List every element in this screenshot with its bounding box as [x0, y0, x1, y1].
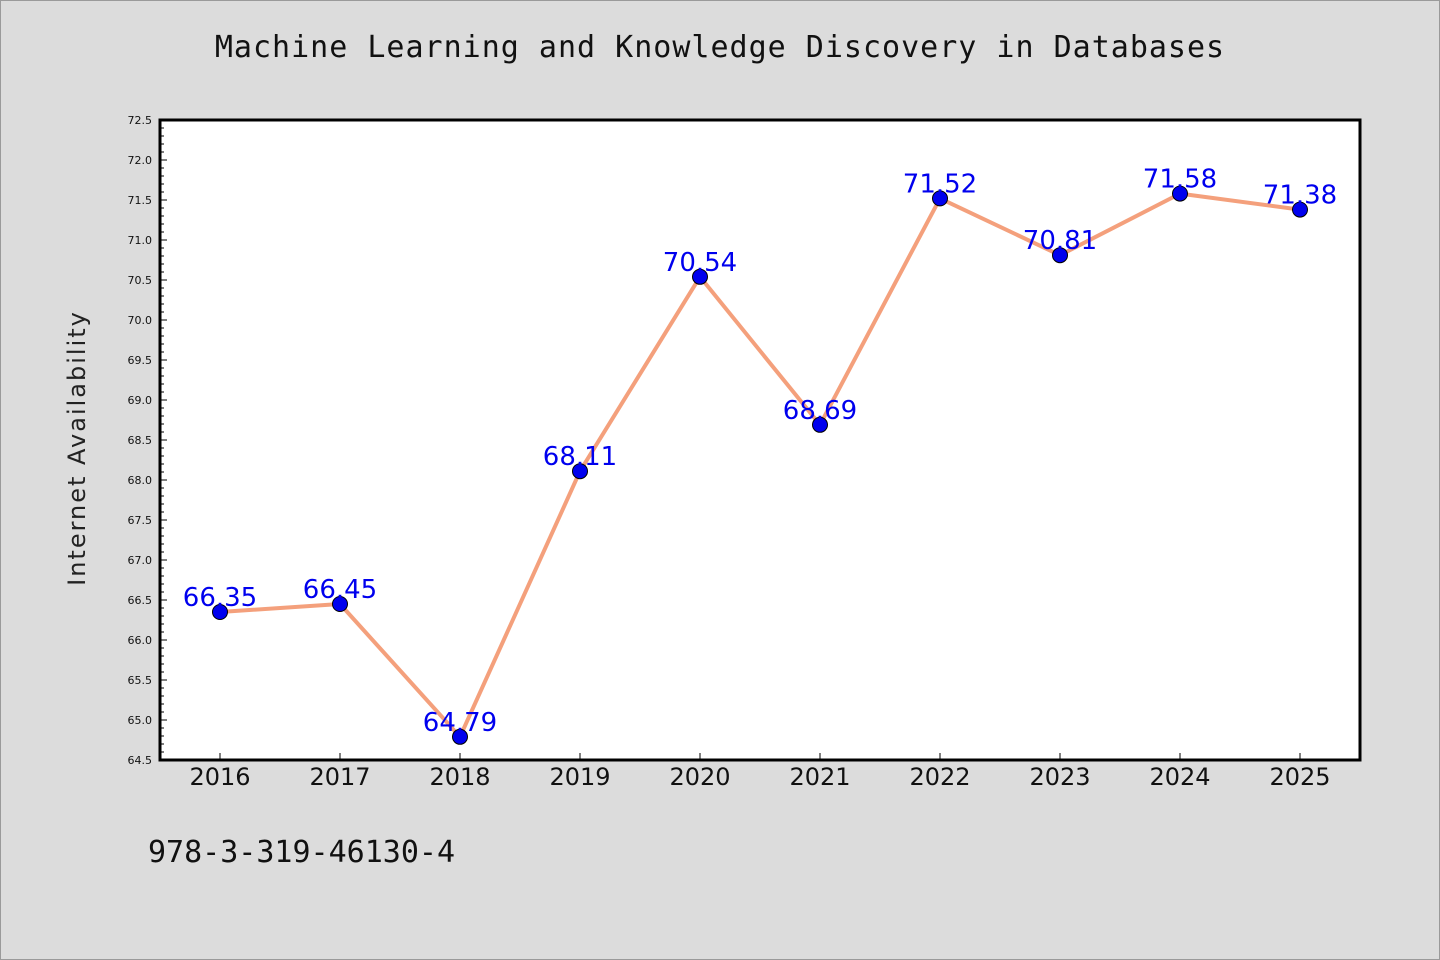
y-tick-label: 67.5 — [128, 514, 153, 527]
isbn-note: 978-3-319-46130-4 — [148, 835, 456, 870]
data-label: 66.35 — [183, 583, 257, 613]
data-label: 66.45 — [303, 575, 377, 605]
x-tick-label: 2020 — [669, 763, 730, 791]
y-tick-label: 68.5 — [128, 434, 153, 447]
x-tick-label: 2021 — [789, 763, 850, 791]
data-point — [332, 596, 348, 612]
data-label: 68.11 — [543, 442, 617, 472]
y-tick-label: 71.0 — [128, 234, 153, 247]
x-tick-label: 2016 — [189, 763, 250, 791]
data-point — [212, 604, 228, 620]
y-tick-label: 70.0 — [128, 314, 153, 327]
y-tick-label: 69.5 — [128, 354, 153, 367]
data-point — [812, 416, 828, 433]
y-axis: 64.5 65.0 65.5 66.0 66.5 67.0 67.5 68.0 68.5 69.0… — [128, 114, 167, 767]
x-tick-label: 2022 — [909, 763, 970, 791]
y-tick-label: 66.5 — [128, 594, 153, 607]
data-point — [932, 190, 948, 207]
data-label: 71.52 — [903, 169, 977, 199]
x-tick-label: 2018 — [429, 763, 490, 791]
series-line — [219, 191, 1301, 739]
y-tick-label: 64.5 — [128, 754, 153, 767]
y-tick-label: 67.0 — [128, 554, 153, 567]
data-label: 70.81 — [1023, 226, 1097, 256]
x-tick-label: 2025 — [1269, 763, 1330, 791]
y-tick-label: 72.5 — [128, 114, 153, 127]
x-tick-label: 2024 — [1149, 763, 1210, 791]
y-tick-label: 65.0 — [128, 714, 153, 727]
y-tick-label: 65.5 — [128, 674, 153, 687]
data-label: 70.54 — [663, 248, 737, 278]
x-tick-label: 2019 — [549, 763, 610, 791]
x-tick-label: 2023 — [1029, 763, 1090, 791]
y-tick-label: 70.5 — [128, 274, 153, 287]
data-point — [692, 268, 708, 285]
y-tick-label: 68.0 — [128, 474, 153, 487]
data-point — [572, 463, 588, 480]
series-layer: 66.35 66.45 64.79 68.11 70.54 68.69 71.52 70.81… — [183, 165, 1337, 745]
data-point — [1172, 185, 1188, 202]
data-label: 71.38 — [1263, 181, 1337, 211]
data-point — [452, 728, 468, 745]
data-label: 68.69 — [783, 396, 857, 426]
x-axis: 2016 2017 2018 2019 2020 2021 2022 2023 2024 2025 — [189, 753, 1331, 791]
x-tick-label: 2017 — [309, 763, 370, 791]
y-tick-label: 72.0 — [128, 154, 153, 167]
y-tick-label: 66.0 — [128, 634, 153, 647]
data-label: 64.79 — [423, 708, 497, 738]
plot-area — [158, 118, 1362, 762]
data-point — [1052, 247, 1068, 264]
chart-title: Machine Learning and Knowledge Discovery… — [214, 30, 1226, 65]
y-tick-label: 69.0 — [128, 394, 153, 407]
data-point — [1292, 201, 1308, 218]
data-label: 71.58 — [1143, 165, 1217, 195]
y-tick-label: 71.5 — [128, 194, 153, 207]
